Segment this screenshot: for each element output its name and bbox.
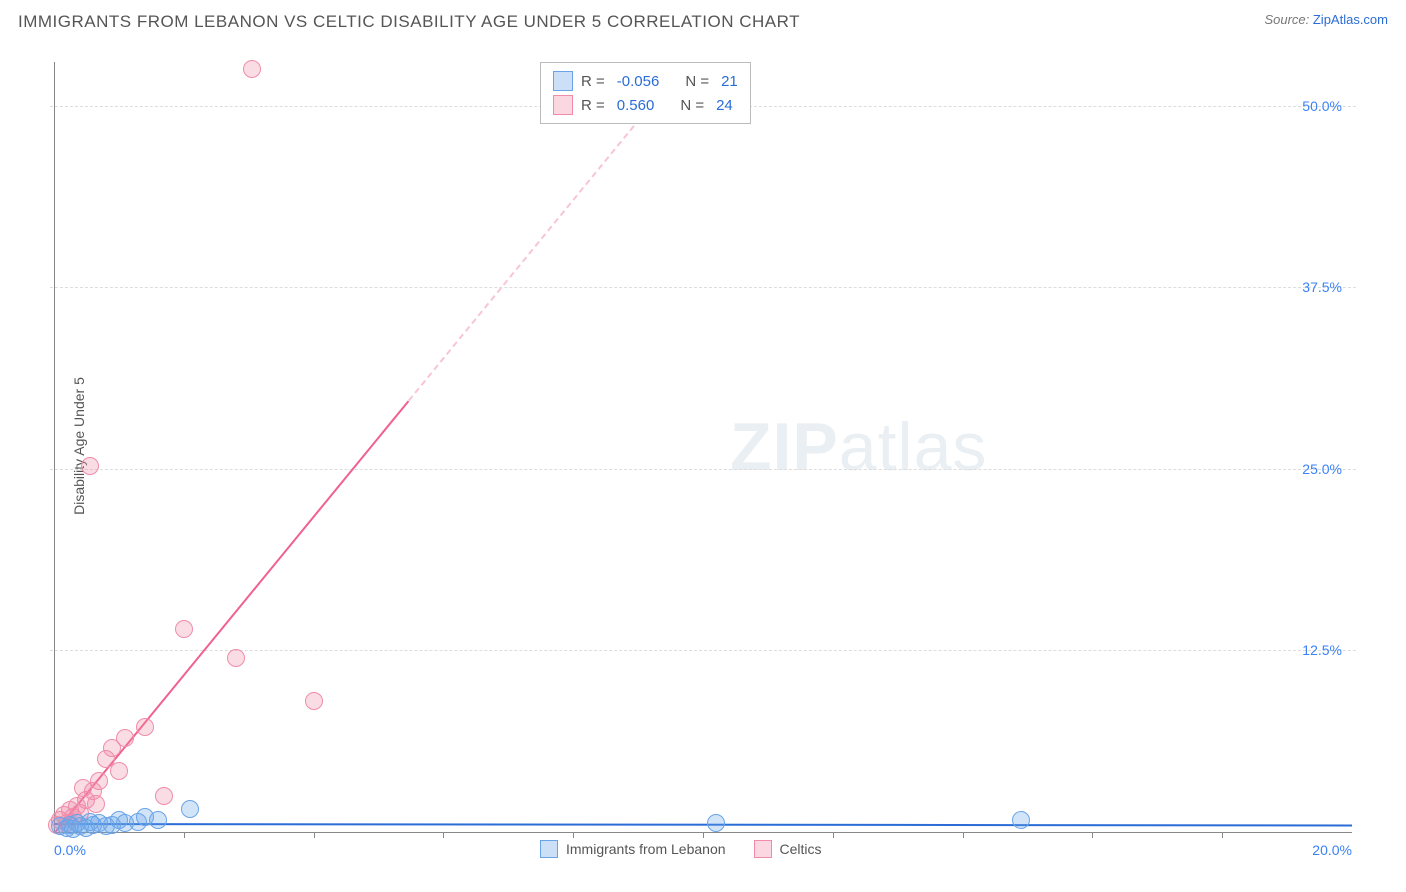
x-tick-minor bbox=[703, 832, 704, 838]
data-point-pink[interactable] bbox=[227, 649, 245, 667]
data-point-blue[interactable] bbox=[707, 814, 725, 832]
watermark-atlas: atlas bbox=[839, 409, 988, 485]
x-tick-minor bbox=[443, 832, 444, 838]
legend-item-pink[interactable]: Celtics bbox=[754, 840, 822, 858]
legend-label: Immigrants from Lebanon bbox=[566, 841, 726, 857]
chart-title: IMMIGRANTS FROM LEBANON VS CELTIC DISABI… bbox=[18, 12, 800, 31]
legend-n-label: N = bbox=[680, 97, 704, 114]
data-point-blue[interactable] bbox=[149, 811, 167, 829]
legend-swatch-pink bbox=[754, 840, 772, 858]
watermark: ZIPatlas bbox=[730, 408, 987, 486]
legend-swatch-blue bbox=[540, 840, 558, 858]
data-point-pink[interactable] bbox=[81, 457, 99, 475]
legend-r-value: 0.560 bbox=[617, 97, 655, 114]
x-tick-minor bbox=[573, 832, 574, 838]
y-tick-label: 25.0% bbox=[1302, 461, 1342, 477]
x-tick-minor bbox=[1092, 832, 1093, 838]
legend-row: R = 0.560 N = 24 bbox=[553, 93, 738, 117]
y-axis-line bbox=[54, 62, 55, 832]
legend-row: R = -0.056 N = 21 bbox=[553, 69, 738, 93]
watermark-zip: ZIP bbox=[730, 409, 839, 485]
legend-swatch-pink bbox=[553, 95, 573, 115]
data-point-pink[interactable] bbox=[116, 729, 134, 747]
legend-swatch-blue bbox=[553, 71, 573, 91]
legend-series: Immigrants from Lebanon Celtics bbox=[540, 840, 822, 858]
source-link[interactable]: ZipAtlas.com bbox=[1313, 12, 1388, 27]
data-point-pink[interactable] bbox=[90, 772, 108, 790]
chart-header: IMMIGRANTS FROM LEBANON VS CELTIC DISABI… bbox=[0, 0, 1406, 42]
x-tick-minor bbox=[963, 832, 964, 838]
data-point-pink[interactable] bbox=[155, 787, 173, 805]
legend-n-value: 24 bbox=[716, 97, 733, 114]
legend-r-label: R = bbox=[581, 97, 605, 114]
x-tick-minor bbox=[314, 832, 315, 838]
gridline-horizontal bbox=[50, 650, 1356, 651]
trend-line-blue bbox=[54, 823, 1352, 826]
trend-line-pink-solid bbox=[54, 400, 409, 833]
legend-label: Celtics bbox=[780, 841, 822, 857]
chart-plot-area: ZIPatlas 12.5%25.0%37.5%50.0%0.0%20.0%R … bbox=[50, 58, 1356, 836]
data-point-pink[interactable] bbox=[243, 60, 261, 78]
gridline-horizontal bbox=[50, 469, 1356, 470]
data-point-pink[interactable] bbox=[305, 692, 323, 710]
data-point-pink[interactable] bbox=[74, 779, 92, 797]
data-point-blue[interactable] bbox=[181, 800, 199, 818]
y-tick-label: 37.5% bbox=[1302, 279, 1342, 295]
data-point-pink[interactable] bbox=[110, 762, 128, 780]
x-tick-label: 20.0% bbox=[1312, 842, 1352, 858]
source-prefix: Source: bbox=[1264, 12, 1312, 27]
x-tick-label: 0.0% bbox=[54, 842, 86, 858]
data-point-pink[interactable] bbox=[87, 795, 105, 813]
data-point-pink[interactable] bbox=[175, 620, 193, 638]
data-point-pink[interactable] bbox=[136, 718, 154, 736]
legend-r-label: R = bbox=[581, 73, 605, 90]
legend-item-blue[interactable]: Immigrants from Lebanon bbox=[540, 840, 726, 858]
gridline-horizontal bbox=[50, 287, 1356, 288]
legend-n-value: 21 bbox=[721, 73, 738, 90]
legend-r-value: -0.056 bbox=[617, 73, 660, 90]
x-tick-minor bbox=[1222, 832, 1223, 838]
legend-correlation-box: R = -0.056 N = 21 R = 0.560 N = 24 bbox=[540, 62, 751, 124]
x-tick-minor bbox=[833, 832, 834, 838]
legend-n-label: N = bbox=[685, 73, 709, 90]
y-tick-label: 12.5% bbox=[1302, 642, 1342, 658]
data-point-blue[interactable] bbox=[1012, 811, 1030, 829]
x-tick-minor bbox=[184, 832, 185, 838]
y-tick-label: 50.0% bbox=[1302, 98, 1342, 114]
source-attribution: Source: ZipAtlas.com bbox=[1264, 12, 1388, 27]
